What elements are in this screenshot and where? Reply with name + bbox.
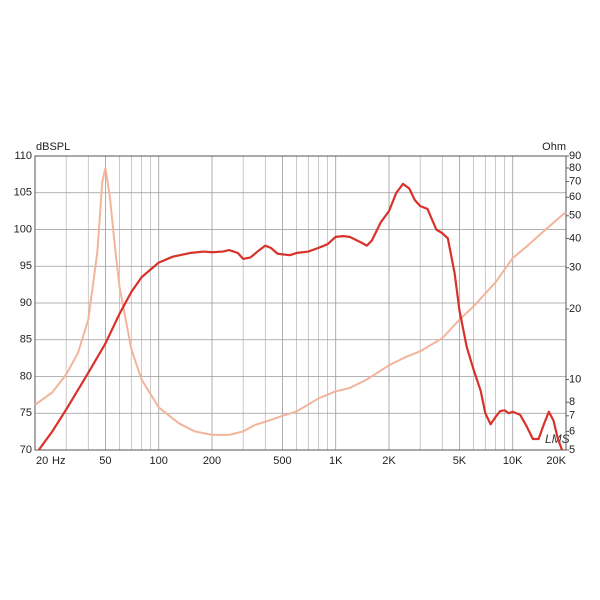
x-tick-label: 20 bbox=[36, 455, 48, 467]
y2-tick-label: 30 bbox=[569, 262, 581, 274]
y-tick-label: 90 bbox=[20, 297, 32, 309]
y2-tick-label: 6 bbox=[569, 425, 575, 437]
x-tick-label: 500 bbox=[273, 455, 291, 467]
x-tick-label: 200 bbox=[203, 455, 221, 467]
y2-axis-label: Ohm bbox=[542, 141, 566, 153]
y2-tick-label: 5 bbox=[569, 444, 575, 456]
x-tick-label: 10K bbox=[503, 455, 523, 467]
y-axis-label: dBSPL bbox=[36, 141, 70, 153]
x-tick-label: 1K bbox=[329, 455, 343, 467]
plot-frame bbox=[34, 155, 567, 451]
y-tick-label: 100 bbox=[14, 223, 32, 235]
y-tick-label: 85 bbox=[20, 334, 32, 346]
y2-tick-label: 70 bbox=[569, 175, 581, 187]
y2-tick-label: 20 bbox=[569, 303, 581, 315]
y2-tick-label: 80 bbox=[569, 162, 581, 174]
y2-tick-label: 7 bbox=[569, 410, 575, 422]
x-tick-label: 2K bbox=[382, 455, 396, 467]
series-line bbox=[37, 182, 564, 451]
y2-tick-label: 40 bbox=[569, 232, 581, 244]
y-tick-label: 110 bbox=[14, 150, 32, 162]
y-tick-label: 80 bbox=[20, 370, 32, 382]
y2-tick-label: 60 bbox=[569, 191, 581, 203]
x-unit: Hz bbox=[52, 455, 65, 467]
y-tick-label: 70 bbox=[20, 444, 32, 456]
y2-tick-label: 8 bbox=[569, 396, 575, 408]
y2-tick-label: 50 bbox=[569, 210, 581, 222]
y-tick-label: 95 bbox=[20, 260, 32, 272]
x-tick-label: 5K bbox=[453, 455, 467, 467]
x-tick-label: 20K bbox=[546, 455, 566, 467]
x-tick-label: 100 bbox=[150, 455, 168, 467]
y-tick-label: 105 bbox=[14, 187, 32, 199]
series-line bbox=[34, 166, 567, 436]
y-tick-label: 75 bbox=[20, 407, 32, 419]
y2-tick-label: 10 bbox=[569, 373, 581, 385]
y2-tick-label: 90 bbox=[569, 150, 581, 162]
x-tick-label: 50 bbox=[99, 455, 111, 467]
